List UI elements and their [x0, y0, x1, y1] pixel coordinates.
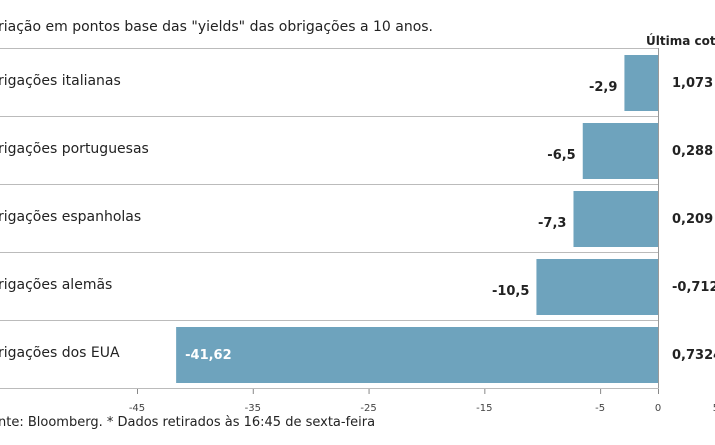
category-label: rigações espanholas	[0, 209, 141, 225]
value-label: -6,5	[547, 148, 575, 163]
x-tick-label: -25	[360, 403, 376, 414]
category-label: rigações dos EUA	[0, 345, 120, 361]
bar	[536, 259, 658, 315]
bar	[573, 191, 658, 247]
last-quote-value: 0,288	[672, 144, 713, 159]
x-tick-label: -15	[476, 403, 492, 414]
x-tick-label: 0	[655, 403, 661, 414]
last-quote-header: Última cotação	[646, 33, 715, 48]
bar	[176, 327, 659, 383]
last-quote-value: 0,209	[672, 212, 713, 227]
last-quote-value: 0,7324	[672, 348, 715, 363]
bars-group	[176, 55, 659, 383]
category-label: rigações portuguesas	[0, 141, 149, 157]
value-label: -10,5	[492, 284, 529, 299]
source-note: nte: Bloomberg. * Dados retirados às 16:…	[0, 415, 375, 430]
chart-grid	[0, 48, 659, 389]
value-label: -2,9	[589, 80, 617, 95]
x-tick-label: 5	[713, 403, 715, 414]
value-label: -7,3	[538, 216, 566, 231]
labels-group: rigações italianas -2,9 1,073 rigações port…	[0, 73, 715, 363]
x-tick-label: -5	[595, 403, 605, 414]
value-label: -41,62	[185, 348, 232, 363]
x-axis-ticks: -45 -35 -25 -15 -5 0 5	[129, 389, 715, 414]
category-label: rigações alemãs	[0, 277, 112, 293]
category-label: rigações italianas	[0, 73, 121, 89]
bar	[624, 55, 658, 111]
x-tick-label: -45	[129, 403, 145, 414]
chart-subtitle: riação em pontos base das "yields" das o…	[0, 19, 433, 35]
last-quote-value: 1,073	[672, 76, 713, 91]
last-quote-value: -0,712	[672, 280, 715, 295]
bar	[582, 123, 658, 179]
x-tick-label: -35	[245, 403, 261, 414]
